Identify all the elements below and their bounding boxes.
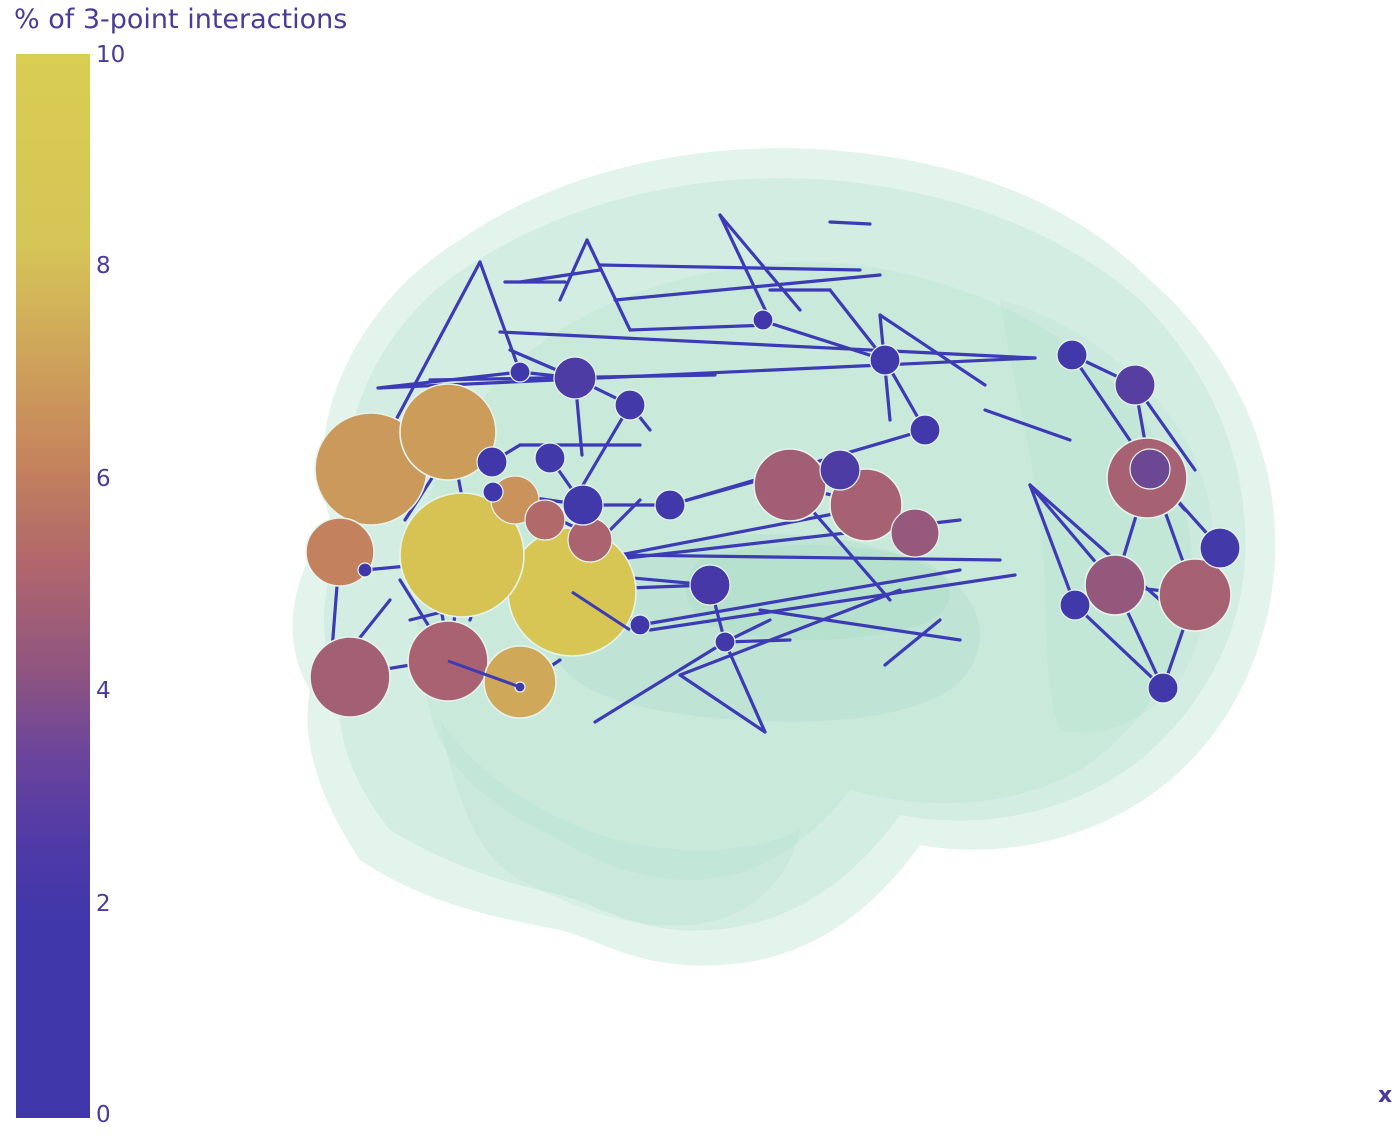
network-edge <box>878 313 987 387</box>
network-edge <box>598 263 862 272</box>
network-node[interactable] <box>714 631 736 653</box>
network-node[interactable] <box>819 449 861 491</box>
network-edge <box>718 213 802 312</box>
network-node[interactable] <box>1129 448 1171 490</box>
network-edge <box>883 618 942 667</box>
network-node[interactable] <box>890 508 940 558</box>
colorbar-tick-label: 0 <box>96 1102 111 1128</box>
network-node[interactable] <box>534 442 566 474</box>
network-node[interactable] <box>752 309 774 331</box>
colorbar-tick-label: 8 <box>96 252 111 279</box>
network-edge <box>447 659 521 689</box>
network-node[interactable] <box>753 448 827 522</box>
network-edge <box>648 573 1017 632</box>
brain-mesh-layer <box>417 262 1192 880</box>
network-node[interactable] <box>399 492 525 618</box>
network-edge <box>718 213 772 322</box>
network-node[interactable] <box>1158 558 1232 632</box>
network-node[interactable] <box>1056 339 1088 371</box>
network-node[interactable] <box>1147 672 1179 704</box>
network-node[interactable] <box>689 564 731 606</box>
network-edge <box>628 323 772 332</box>
network-node[interactable] <box>562 484 604 526</box>
network-edge <box>1073 603 1165 690</box>
network-edge <box>723 640 767 734</box>
network-edge <box>758 318 887 362</box>
network-edge <box>758 608 962 642</box>
network-edge <box>613 273 882 302</box>
network-node[interactable] <box>654 489 686 521</box>
colorbar-tick-label: 10 <box>96 42 126 68</box>
network-edge <box>593 640 727 724</box>
network-node[interactable] <box>553 356 597 400</box>
network-edge <box>578 403 632 492</box>
brain-mesh-layer <box>323 178 1246 931</box>
network-node[interactable] <box>305 517 375 587</box>
network-node[interactable] <box>1199 527 1241 569</box>
network-nodes <box>305 309 1241 719</box>
network-node[interactable] <box>909 414 941 446</box>
network-edge <box>571 590 631 632</box>
network-edge <box>678 588 902 677</box>
colorbar-tick-label: 2 <box>96 891 111 918</box>
network-edge <box>618 553 1002 562</box>
network-edge <box>1028 483 1077 607</box>
network-edge <box>983 408 1072 442</box>
network-node[interactable] <box>567 517 613 563</box>
colorbar-title: % of 3-point interactions <box>14 4 348 35</box>
network-node[interactable] <box>869 344 901 376</box>
network-node[interactable] <box>476 446 508 478</box>
colorbar-tick-label: 4 <box>96 678 111 705</box>
network-node[interactable] <box>357 562 373 578</box>
brain-mesh <box>292 148 1276 966</box>
network-node[interactable] <box>509 361 531 383</box>
network-node[interactable] <box>1114 364 1156 406</box>
network-edge <box>585 238 632 332</box>
brain-mesh-layer <box>1000 300 1214 733</box>
network-edge <box>678 673 767 734</box>
network-edge <box>378 356 1037 390</box>
colorbar-tick-label: 6 <box>96 465 111 492</box>
network-node[interactable] <box>1059 589 1091 621</box>
network-edge <box>498 330 1037 360</box>
network-edge <box>723 638 792 644</box>
network-edge <box>558 238 589 302</box>
network-edge <box>638 568 962 627</box>
x-axis-label: x <box>1378 1083 1393 1108</box>
brain-mesh-layer <box>686 545 950 640</box>
network-edge <box>478 260 522 374</box>
network-node[interactable] <box>614 389 646 421</box>
network-node[interactable] <box>524 499 566 541</box>
brain-mesh-layer <box>440 720 800 926</box>
network-edge <box>518 268 602 284</box>
network-node[interactable] <box>399 383 497 481</box>
colorbar <box>16 54 90 1118</box>
network-node[interactable] <box>1084 554 1146 616</box>
network-node[interactable] <box>629 614 651 636</box>
network-node[interactable] <box>309 636 391 718</box>
network-edge <box>828 220 872 226</box>
network-node[interactable] <box>482 481 504 503</box>
